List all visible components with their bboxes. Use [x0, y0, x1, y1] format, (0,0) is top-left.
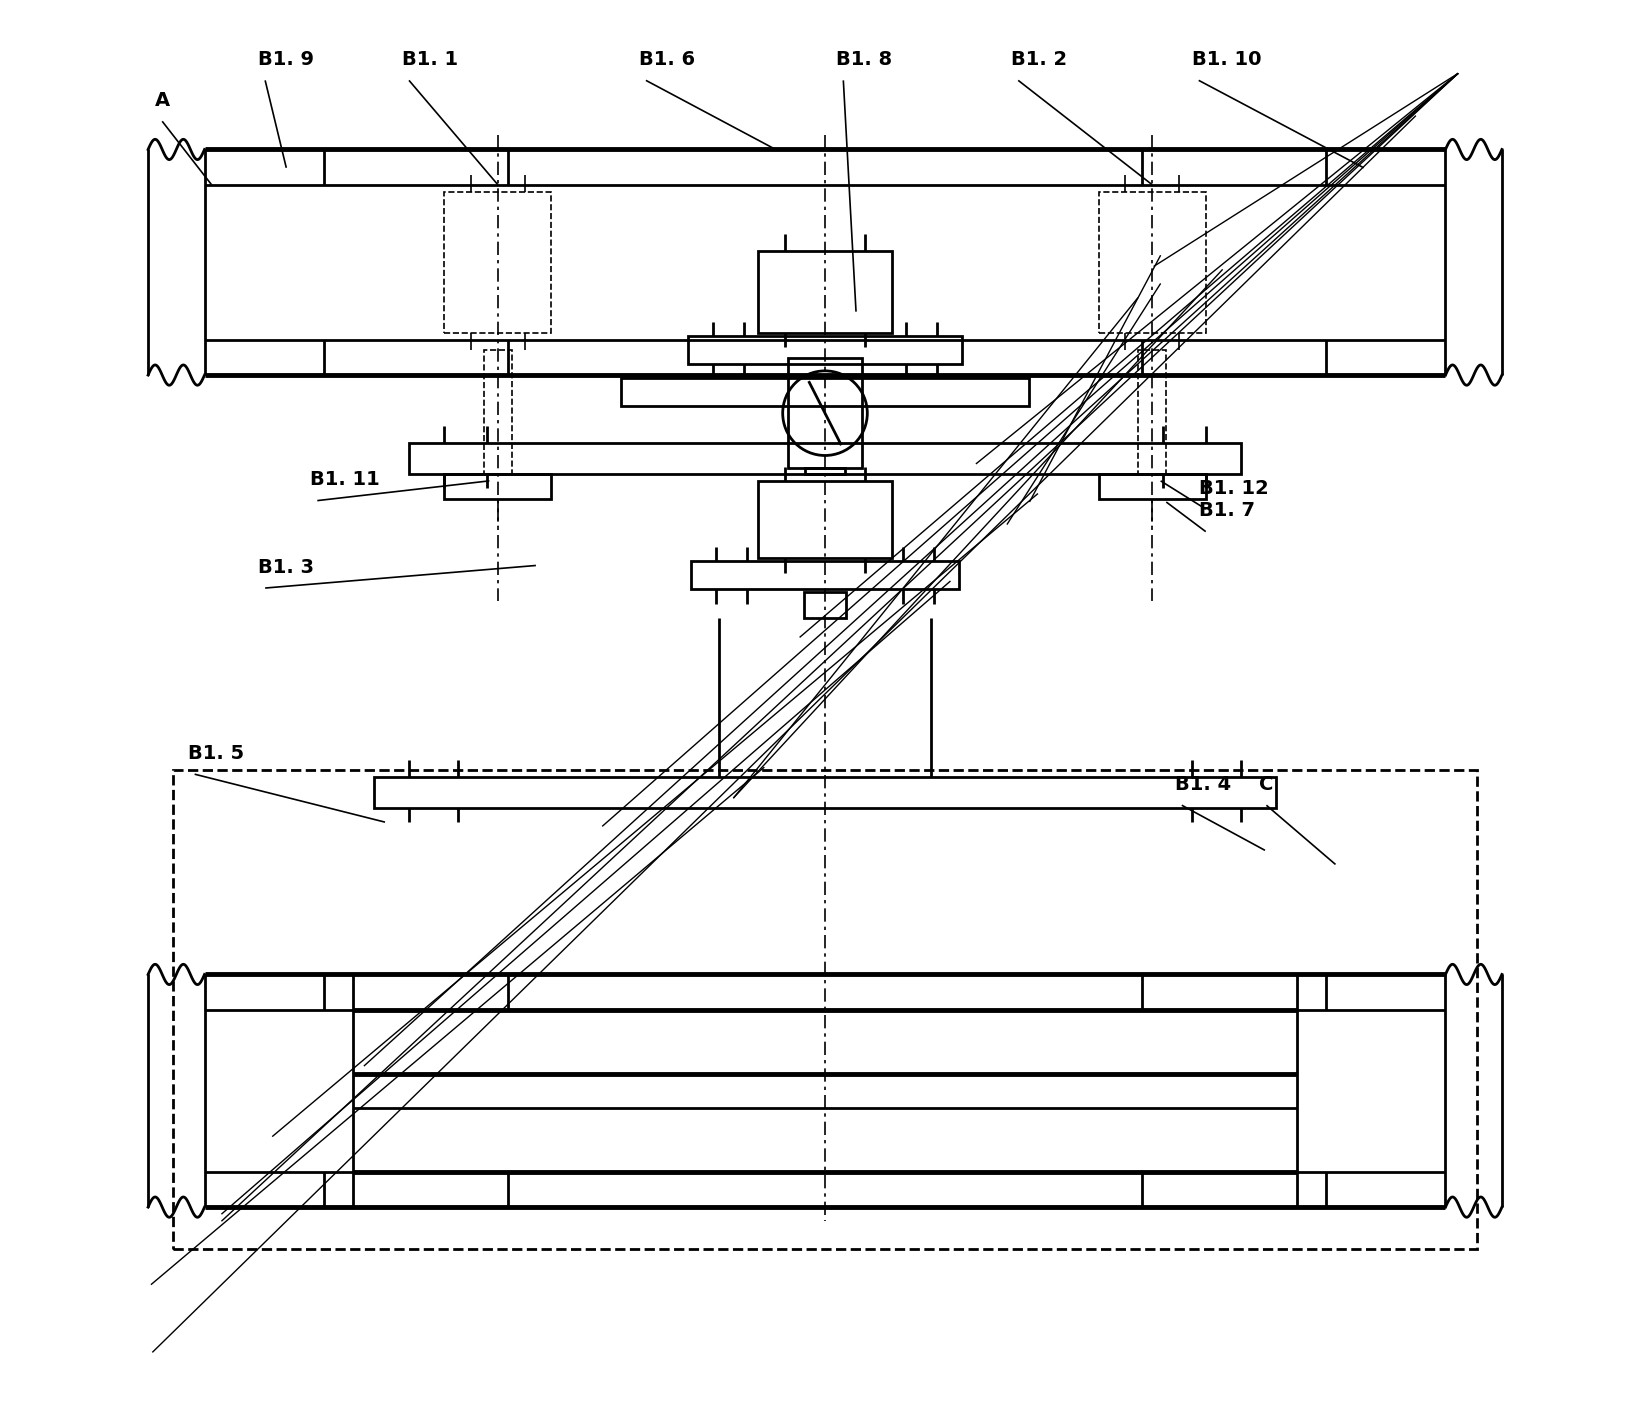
- Bar: [444, 192, 551, 333]
- Text: B1. 3: B1. 3: [257, 558, 314, 577]
- Text: A: A: [155, 90, 170, 110]
- Bar: [789, 357, 861, 468]
- Text: B1. 6: B1. 6: [639, 49, 695, 69]
- Bar: [173, 770, 1477, 1249]
- Text: B1. 10: B1. 10: [1191, 49, 1261, 69]
- Text: B1. 5: B1. 5: [188, 743, 244, 763]
- Bar: [1138, 349, 1167, 473]
- Bar: [804, 592, 846, 617]
- Bar: [691, 561, 959, 589]
- Text: B1. 12: B1. 12: [1198, 479, 1269, 497]
- Bar: [409, 442, 1241, 473]
- Bar: [444, 473, 551, 499]
- Text: B1. 2: B1. 2: [1011, 49, 1068, 69]
- Bar: [688, 336, 962, 363]
- Bar: [483, 349, 512, 473]
- Text: B1. 11: B1. 11: [310, 471, 380, 489]
- Bar: [1099, 473, 1206, 499]
- Bar: [805, 468, 845, 473]
- Bar: [1099, 192, 1206, 333]
- Text: C: C: [1259, 774, 1274, 794]
- Text: B1. 7: B1. 7: [1198, 502, 1254, 520]
- Bar: [620, 377, 1030, 406]
- Text: B1. 1: B1. 1: [403, 49, 459, 69]
- Bar: [375, 777, 1275, 808]
- Text: B1. 4: B1. 4: [1175, 774, 1231, 794]
- Text: B1. 8: B1. 8: [837, 49, 893, 69]
- Text: B1. 9: B1. 9: [257, 49, 314, 69]
- Bar: [757, 252, 893, 333]
- Bar: [757, 480, 893, 558]
